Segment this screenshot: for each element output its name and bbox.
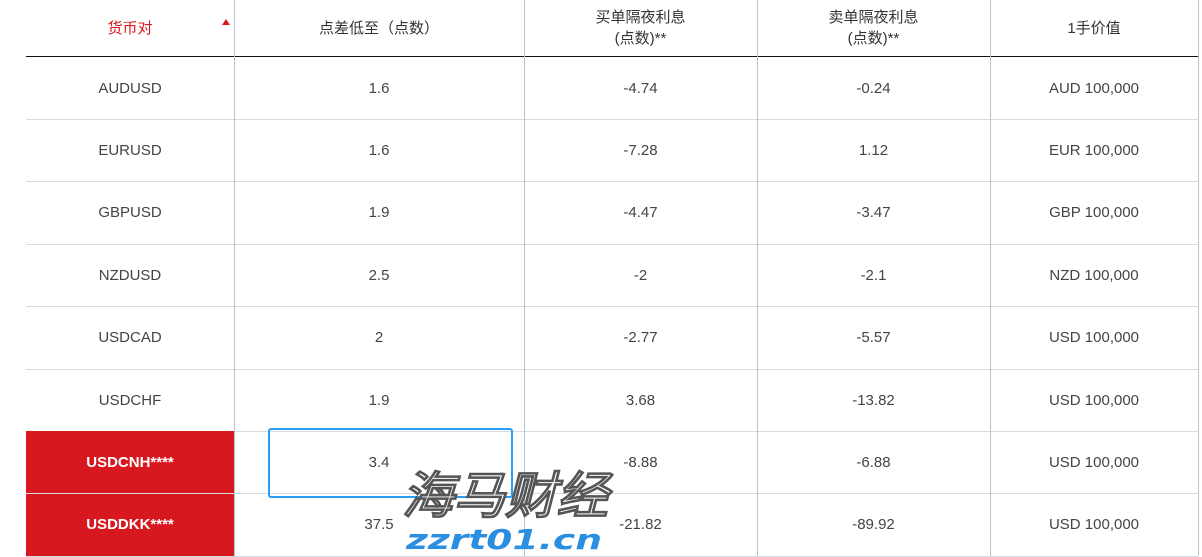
buy-swap-cell: 3.68 (625, 391, 656, 409)
table-row: USDCNH**** 3.4 -8.88 -6.88 USD 100,000 (26, 431, 1198, 495)
table-row: AUDUSD 1.6 -4.74 -0.24 AUD 100,000 (26, 57, 1198, 120)
watermark-logo: 海马财经 zzrt01.cn (402, 467, 615, 557)
lot-value-cell: AUD 100,000 (1048, 79, 1140, 97)
spread-cell: 37.5 (364, 516, 394, 534)
header-pair[interactable]: 货币对 (26, 0, 234, 56)
pair-cell: NZDUSD (98, 266, 162, 284)
buy-swap-cell: -2.77 (623, 329, 658, 347)
spread-cell: 1.9 (368, 204, 390, 222)
buy-swap-cell: -7.28 (623, 141, 658, 159)
buy-swap-cell: -8.88 (623, 453, 658, 471)
header-sell-swap[interactable]: 卖单隔夜利息 (点数)** (757, 0, 990, 56)
buy-swap-cell: -21.82 (619, 516, 662, 534)
pair-cell: USDCHF (98, 391, 162, 409)
header-buy-swap-unit: (点数)** (614, 30, 667, 47)
sell-swap-cell: -3.47 (856, 204, 891, 222)
lot-value-cell: USD 100,000 (1048, 453, 1140, 471)
lot-value-cell: NZD 100,000 (1049, 266, 1139, 284)
table-row: NZDUSD 2.5 -2 -2.1 NZD 100,000 (26, 244, 1198, 308)
header-pair-label: 货币对 (107, 19, 153, 37)
spread-cell: 3.4 (368, 453, 390, 471)
sell-swap-cell: -6.88 (856, 453, 891, 471)
lot-value-cell: GBP 100,000 (1049, 204, 1139, 222)
sell-swap-cell: -5.57 (856, 329, 891, 347)
table-header: 货币对 点差低至（点数） 买单隔夜利息 (点数)** 卖单隔夜利息 (点数)** 1… (26, 0, 1198, 57)
pair-cell: USDDKK**** (26, 493, 234, 556)
column-divider (234, 0, 235, 556)
selected-cell-outline (268, 428, 513, 498)
column-divider (757, 0, 758, 556)
spread-cell: 2.5 (368, 266, 390, 284)
pair-cell: USDCNH**** (26, 431, 234, 494)
sell-swap-cell: 1.12 (858, 141, 889, 159)
column-divider (524, 0, 525, 556)
pair-cell: AUDUSD (98, 79, 162, 97)
sell-swap-cell: -89.92 (852, 516, 895, 534)
header-buy-swap-label: 买单隔夜利息 (595, 9, 686, 26)
header-spread[interactable]: 点差低至（点数） (318, 19, 439, 37)
table-row: EURUSD 1.6 -7.28 1.12 EUR 100,000 (26, 119, 1198, 183)
lot-value-cell: EUR 100,000 (1048, 141, 1140, 159)
column-divider (1198, 0, 1199, 556)
pair-cell: EURUSD (98, 141, 162, 159)
column-divider (990, 0, 991, 556)
table-row: USDCAD 2 -2.77 -5.57 USD 100,000 (26, 307, 1198, 370)
spread-cell: 1.6 (368, 79, 390, 97)
pair-cell: GBPUSD (98, 204, 162, 222)
sell-swap-cell: -0.24 (856, 79, 891, 97)
pair-cell: USDCAD (98, 329, 162, 347)
spread-cell: 1.6 (368, 141, 390, 159)
watermark-title: 海马财经 (402, 467, 614, 525)
header-buy-swap[interactable]: 买单隔夜利息 (点数)** (524, 0, 757, 56)
buy-swap-cell: -4.47 (623, 204, 658, 222)
buy-swap-cell: -2 (633, 266, 648, 284)
watermark-url: zzrt01.cn (405, 523, 602, 556)
header-lot-value[interactable]: 1手价值 (1067, 19, 1121, 37)
table-row: USDCHF 1.9 3.68 -13.82 USD 100,000 (26, 369, 1198, 432)
table-row: GBPUSD 1.9 -4.47 -3.47 GBP 100,000 (26, 182, 1198, 245)
lot-value-cell: USD 100,000 (1048, 329, 1140, 347)
header-sell-swap-label: 卖单隔夜利息 (828, 9, 919, 26)
sort-asc-icon[interactable] (222, 19, 230, 25)
lot-value-cell: USD 100,000 (1048, 516, 1140, 534)
header-sell-swap-unit: (点数)** (847, 30, 900, 47)
lot-value-cell: USD 100,000 (1048, 391, 1140, 409)
sell-swap-cell: -13.82 (852, 391, 895, 409)
spread-cell: 2 (374, 329, 384, 347)
buy-swap-cell: -4.74 (623, 79, 658, 97)
sell-swap-cell: -2.1 (860, 266, 887, 284)
spread-cell: 1.9 (368, 391, 390, 409)
